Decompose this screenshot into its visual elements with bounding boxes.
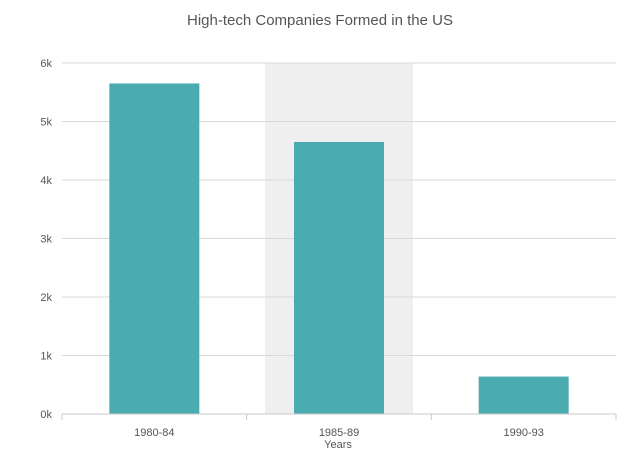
x-axis-label: Years [324,439,352,451]
y-tick-label: 0k [40,409,52,421]
y-tick-label: 2k [40,292,52,304]
x-tick-label: 1990-93 [503,427,543,439]
bars [109,83,569,414]
y-tick-label: 3k [40,234,52,246]
chart-title: High-tech Companies Formed in the US [187,12,453,29]
y-tick-label: 6k [40,58,52,70]
y-axis-tick-labels: 0k 1k 2k 3k 4k 5k 6k [40,58,52,421]
x-tick-label: 1985-89 [319,427,359,439]
x-tick-label: 1980-84 [134,427,174,439]
y-tick-label: 4k [40,175,52,187]
bar [109,83,200,414]
y-tick-label: 5k [40,117,52,129]
bar [478,376,569,414]
y-tick-label: 1k [40,351,52,363]
bar [294,141,384,414]
x-axis [61,413,617,420]
x-axis-tick-labels: 1980-84 1985-89 1990-93 [134,427,544,439]
